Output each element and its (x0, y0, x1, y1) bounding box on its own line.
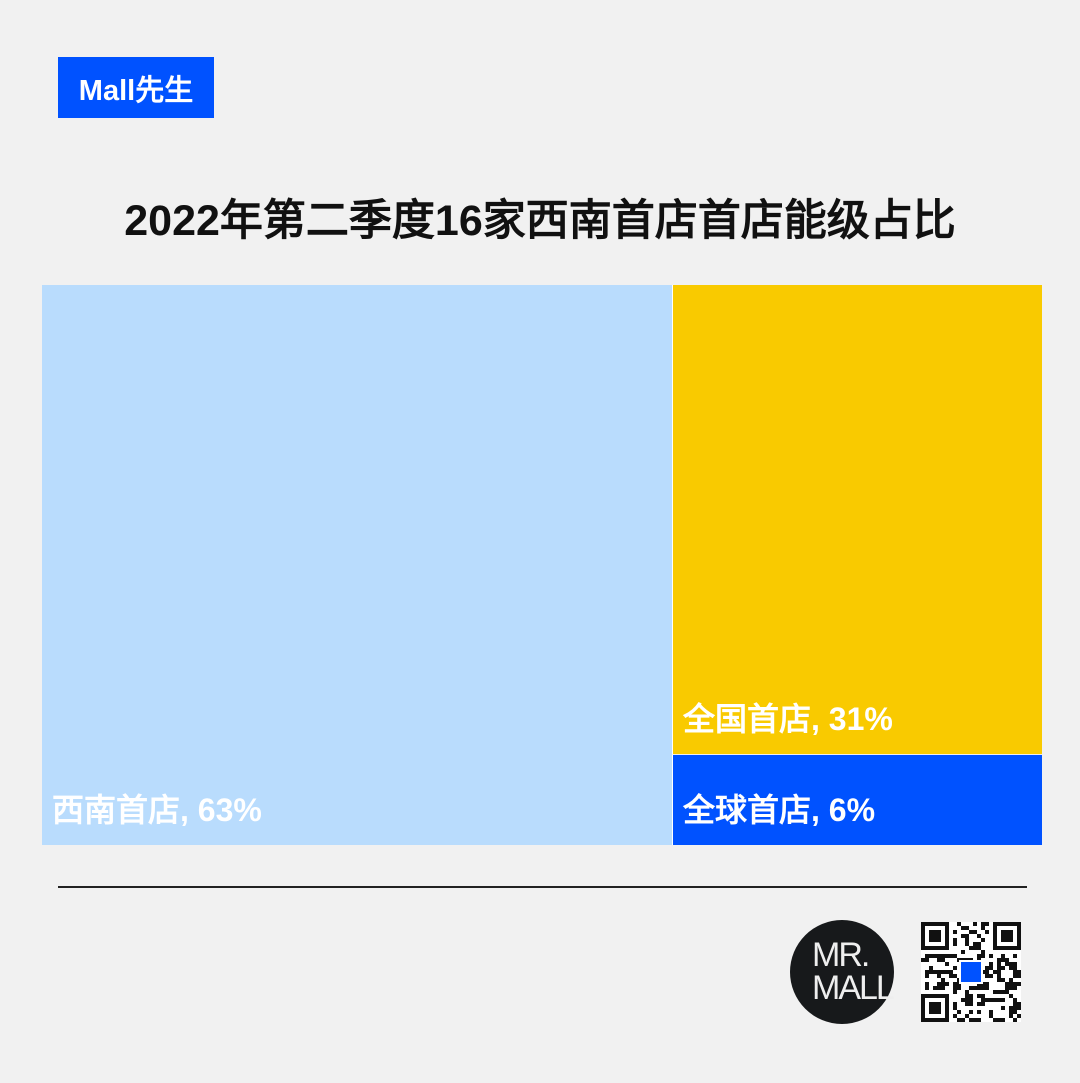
qr-code-icon (921, 922, 1021, 1022)
mr-mall-logo: MR. MALL (790, 920, 895, 1024)
tile-label: 全球首店, 6% (683, 792, 876, 828)
brand-badge: Mall先生 (58, 57, 214, 118)
tile-global-first-store: 全球首店, 6% (672, 754, 1042, 845)
divider (58, 886, 1027, 888)
tile-southwest-first-store: 西南首店, 63% (42, 285, 672, 845)
chart-title: 2022年第二季度16家西南首店首店能级占比 (124, 197, 956, 245)
logo-text: MALL (812, 969, 895, 1007)
treemap: 西南首店, 63% 全国首店, 31% 全球首店, 6% (42, 285, 1042, 845)
tile-label: 全国首店, 31% (683, 701, 893, 737)
tile-national-first-store: 全国首店, 31% (672, 285, 1042, 754)
logo-text: MR. (812, 936, 870, 974)
tile-label: 西南首店, 63% (52, 792, 262, 828)
